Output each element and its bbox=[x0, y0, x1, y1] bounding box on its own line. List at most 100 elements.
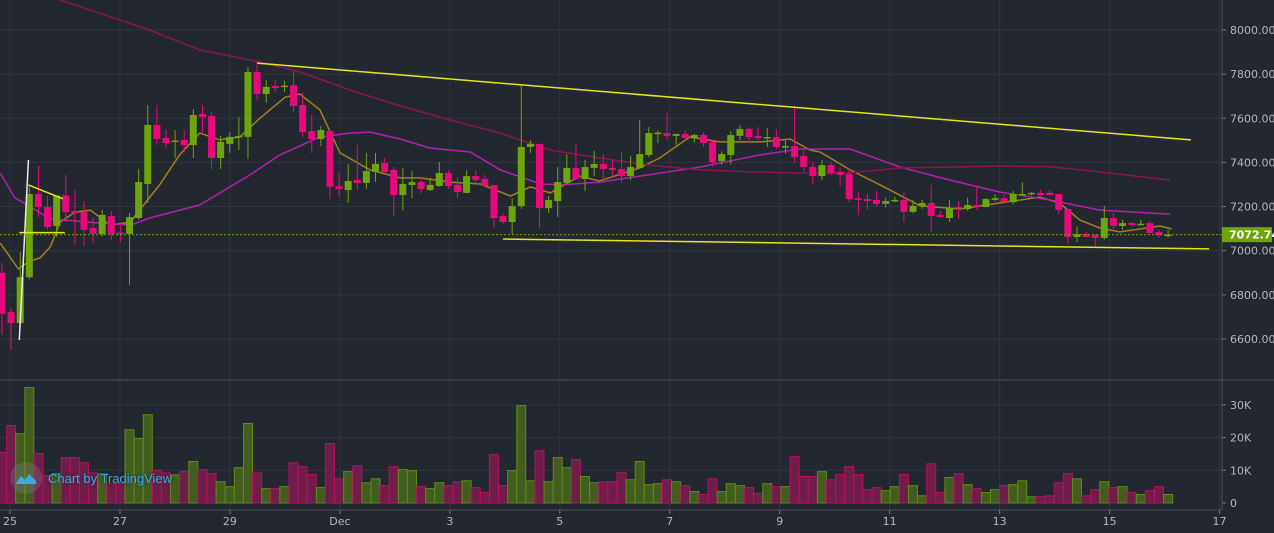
candle-down bbox=[1109, 213, 1117, 229]
candle-body bbox=[408, 182, 416, 185]
volume-bar bbox=[607, 481, 618, 504]
candle-up bbox=[98, 209, 106, 237]
small-trendline[interactable] bbox=[28, 184, 64, 200]
candle-up bbox=[581, 159, 589, 192]
volume-bar bbox=[880, 490, 891, 504]
candle-down bbox=[900, 191, 908, 223]
volume-bar bbox=[989, 489, 1000, 504]
candle-down bbox=[353, 144, 361, 191]
candle-body bbox=[153, 124, 161, 140]
volume-bar bbox=[589, 482, 600, 504]
volume-bar bbox=[871, 487, 882, 504]
lower-trendline[interactable] bbox=[503, 238, 1210, 250]
candle-body bbox=[7, 312, 15, 324]
candle-body bbox=[435, 173, 443, 187]
candle-down bbox=[180, 129, 188, 153]
volume-bar bbox=[643, 484, 654, 504]
candle-up bbox=[244, 67, 252, 159]
volume-tick-label: 0 bbox=[1230, 497, 1237, 510]
volume-bar bbox=[279, 486, 290, 504]
white-line[interactable] bbox=[18, 159, 30, 341]
volume-bar bbox=[388, 466, 399, 504]
candle-body bbox=[754, 135, 762, 139]
price-tick-label: 7200.00 bbox=[1230, 201, 1274, 214]
candle-up bbox=[526, 139, 534, 153]
volume-bar bbox=[1071, 478, 1082, 504]
candle-body bbox=[955, 207, 963, 209]
candle-down bbox=[308, 114, 316, 153]
candle-body bbox=[563, 167, 571, 183]
candle-body bbox=[918, 203, 926, 206]
drawings[interactable] bbox=[18, 62, 1210, 341]
candle-body bbox=[381, 163, 389, 172]
volume-bar bbox=[215, 481, 226, 504]
volume-bar bbox=[908, 485, 918, 504]
candle-body bbox=[964, 205, 972, 209]
volume-bars bbox=[0, 387, 1174, 504]
candle-up bbox=[399, 167, 407, 211]
date-label: 5 bbox=[556, 515, 563, 528]
candle-body bbox=[718, 154, 726, 162]
candle-up bbox=[636, 120, 644, 168]
volume-bar bbox=[534, 450, 545, 504]
date-label: 9 bbox=[776, 515, 783, 528]
volume-bar bbox=[698, 493, 709, 504]
candle-down bbox=[490, 184, 498, 228]
volume-bar bbox=[1144, 490, 1155, 504]
candle-body bbox=[463, 176, 471, 193]
candle-body bbox=[107, 216, 115, 234]
candle-down bbox=[836, 167, 844, 187]
ma-long-line bbox=[60, 0, 1170, 181]
candle-body bbox=[399, 184, 407, 196]
volume-bar bbox=[625, 479, 636, 504]
volume-bar bbox=[771, 486, 782, 504]
candle-down bbox=[0, 263, 6, 336]
candle-body bbox=[1037, 192, 1045, 196]
volume-bar bbox=[1090, 489, 1101, 504]
volume-bar bbox=[680, 485, 691, 504]
volume-bar bbox=[634, 460, 645, 504]
volume-bar bbox=[224, 486, 235, 504]
watermark[interactable]: Chart by TradingView bbox=[10, 462, 172, 494]
candle-down bbox=[326, 129, 334, 200]
candle-body bbox=[244, 71, 252, 137]
volume-bar bbox=[953, 473, 964, 504]
candle-down bbox=[854, 191, 862, 215]
candle-up bbox=[727, 131, 735, 165]
volume-bar bbox=[297, 466, 308, 504]
candle-down bbox=[572, 142, 580, 181]
volume-bar bbox=[862, 489, 873, 504]
candle-up bbox=[654, 130, 662, 143]
candle-down bbox=[335, 173, 343, 196]
candle-down bbox=[617, 152, 625, 183]
candle-up bbox=[563, 154, 571, 184]
volume-bar bbox=[598, 481, 609, 504]
candle-body bbox=[554, 182, 562, 202]
candle-down bbox=[709, 140, 717, 167]
volume-bar bbox=[379, 485, 390, 504]
candle-body bbox=[1100, 218, 1108, 238]
candle-up bbox=[982, 197, 990, 208]
candle-down bbox=[772, 129, 780, 150]
volume-bar bbox=[416, 486, 427, 504]
volume-bar bbox=[443, 485, 454, 504]
volume-bar bbox=[944, 476, 955, 504]
candle-body bbox=[645, 133, 653, 155]
candle-up bbox=[226, 131, 234, 153]
candle-up bbox=[135, 169, 143, 220]
candle-down bbox=[955, 201, 963, 219]
candle-up bbox=[426, 177, 434, 192]
volume-bar bbox=[261, 488, 272, 504]
date-label: 7 bbox=[666, 515, 673, 528]
volume-bar bbox=[580, 476, 591, 504]
volume-bar bbox=[826, 479, 837, 504]
candle-body bbox=[180, 139, 188, 145]
candle-down bbox=[444, 170, 452, 189]
candle-down bbox=[927, 184, 935, 232]
candle-body bbox=[1091, 235, 1099, 238]
upper-trendline[interactable] bbox=[257, 62, 1191, 141]
candle-body bbox=[253, 71, 261, 95]
candle-body bbox=[891, 199, 899, 202]
